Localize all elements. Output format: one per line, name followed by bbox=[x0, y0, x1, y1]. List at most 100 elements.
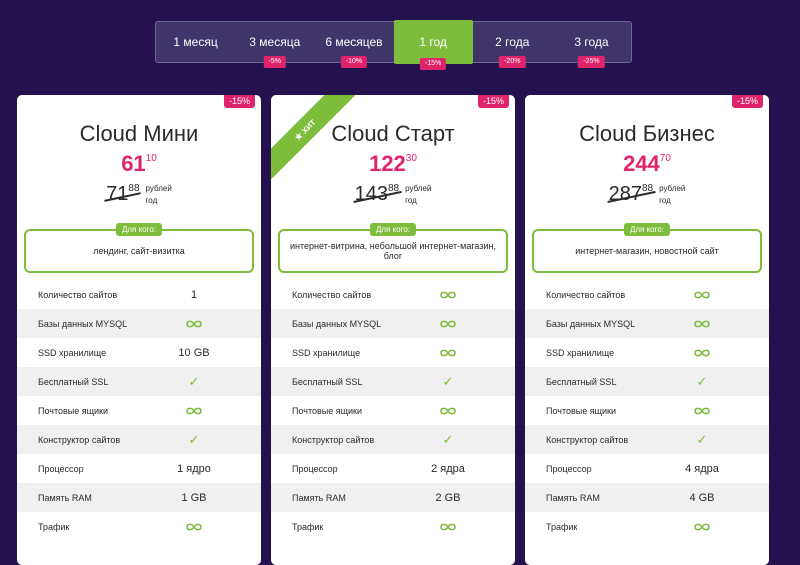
feature-row: Трафик bbox=[525, 512, 769, 541]
infinity-icon bbox=[439, 289, 457, 301]
target-audience-box: Для кого: интернет-магазин, новостной са… bbox=[532, 223, 762, 273]
unit-line-2: год bbox=[145, 196, 158, 205]
discount-badge: -15% bbox=[731, 95, 763, 108]
feature-value-cell bbox=[655, 347, 769, 359]
feature-name: Конструктор сайтов bbox=[38, 434, 121, 445]
feature-row: Почтовые ящики bbox=[271, 396, 515, 425]
feature-value-cell bbox=[147, 318, 261, 330]
feature-list: Количество сайтов Базы данных MYSQL SSD … bbox=[525, 280, 769, 541]
feature-value-cell: 4 ядра bbox=[655, 463, 769, 475]
price-fraction: 70 bbox=[659, 153, 671, 164]
infinity-icon bbox=[693, 318, 711, 330]
unit-line-1: рублей bbox=[145, 184, 172, 193]
feature-value-cell bbox=[147, 521, 261, 533]
feature-name: Трафик bbox=[292, 521, 324, 532]
feature-value-cell bbox=[401, 405, 515, 417]
period-6-months[interactable]: 6 месяцев -10% bbox=[314, 22, 393, 68]
check-icon: ✓ bbox=[696, 431, 708, 447]
target-audience-text: интернет-магазин, новостной сайт bbox=[575, 246, 719, 256]
feature-value-cell: ✓ bbox=[147, 432, 261, 448]
period-2-years[interactable]: 2 года -20% bbox=[473, 22, 552, 68]
price-integer: 122 bbox=[369, 151, 406, 176]
period-1-year[interactable]: 1 год -15% bbox=[393, 20, 473, 70]
unit-line-2: год bbox=[659, 196, 671, 205]
feature-name: Бесплатный SSL bbox=[546, 376, 617, 387]
target-audience-box: Для кого: лендинг, сайт-визитка bbox=[24, 223, 254, 273]
price-unit: рублей год bbox=[659, 183, 685, 207]
feature-row: Память RAM 4 GB bbox=[525, 483, 769, 512]
old-price-fraction: 88 bbox=[641, 183, 654, 194]
feature-name: Почтовые ящики bbox=[292, 405, 363, 416]
old-price: 28788 bbox=[609, 183, 654, 206]
period-1-month[interactable]: 1 месяц bbox=[156, 22, 235, 62]
target-audience-text: лендинг, сайт-визитка bbox=[93, 246, 185, 256]
old-price-block: 28788 рублей год bbox=[525, 183, 769, 207]
feature-name: Количество сайтов bbox=[546, 289, 626, 300]
feature-value-cell: 4 GB bbox=[655, 492, 769, 504]
feature-value-cell bbox=[401, 347, 515, 359]
period-label: 1 год bbox=[419, 35, 447, 49]
feature-value-cell: ✓ bbox=[401, 432, 515, 448]
feature-row: Почтовые ящики bbox=[17, 396, 261, 425]
feature-name: Базы данных MYSQL bbox=[292, 318, 382, 329]
discount-badge: -15% bbox=[419, 58, 447, 70]
price-fraction: 10 bbox=[145, 153, 157, 164]
unit-line-1: рублей bbox=[659, 184, 686, 193]
price-integer: 61 bbox=[121, 151, 146, 176]
check-icon: ✓ bbox=[442, 431, 454, 447]
period-label: 1 месяц bbox=[173, 35, 218, 49]
target-audience-label: Для кого: bbox=[369, 223, 417, 236]
infinity-icon bbox=[185, 405, 203, 417]
feature-value-cell: 10 GB bbox=[147, 347, 261, 359]
unit-line-1: рублей bbox=[405, 184, 432, 193]
feature-name: SSD хранилище bbox=[546, 347, 615, 358]
feature-row: Бесплатный SSL ✓ bbox=[271, 367, 515, 396]
feature-row: Конструктор сайтов ✓ bbox=[525, 425, 769, 454]
feature-value-cell: ✓ bbox=[655, 374, 769, 390]
feature-row: SSD хранилище bbox=[271, 338, 515, 367]
feature-row: Трафик bbox=[17, 512, 261, 541]
feature-row: Бесплатный SSL ✓ bbox=[525, 367, 769, 396]
feature-list: Количество сайтов Базы данных MYSQL SSD … bbox=[271, 280, 515, 541]
check-icon: ✓ bbox=[442, 373, 454, 389]
feature-value-cell: ✓ bbox=[401, 374, 515, 390]
feature-name: Конструктор сайтов bbox=[546, 434, 629, 445]
plan-price: 12230 bbox=[271, 151, 515, 177]
period-3-years[interactable]: 3 года -25% bbox=[552, 22, 631, 68]
feature-name: Базы данных MYSQL bbox=[38, 318, 128, 329]
feature-name: Количество сайтов bbox=[292, 289, 372, 300]
feature-value: 1 ядро bbox=[177, 462, 211, 475]
feature-name: Процессор bbox=[546, 463, 592, 474]
feature-value-cell bbox=[655, 521, 769, 533]
feature-row: Память RAM 1 GB bbox=[17, 483, 261, 512]
feature-row: Базы данных MYSQL bbox=[525, 309, 769, 338]
infinity-icon bbox=[439, 347, 457, 359]
feature-name: Память RAM bbox=[546, 492, 600, 503]
feature-name: Базы данных MYSQL bbox=[546, 318, 636, 329]
feature-name: Конструктор сайтов bbox=[292, 434, 375, 445]
old-price-block: 14388 рублей год bbox=[271, 183, 515, 207]
target-audience-label: Для кого: bbox=[115, 223, 163, 236]
feature-name: Процессор bbox=[38, 463, 84, 474]
period-label: 3 года bbox=[574, 35, 609, 49]
feature-value: 2 GB bbox=[435, 491, 461, 504]
feature-value-cell: ✓ bbox=[147, 374, 261, 390]
old-price-integer: 71 bbox=[106, 183, 129, 205]
target-audience-text: интернет-витрина, небольшой интернет-маг… bbox=[290, 241, 496, 261]
price-fraction: 30 bbox=[405, 153, 417, 164]
old-price-fraction: 88 bbox=[387, 183, 400, 194]
period-3-months[interactable]: 3 месяца -5% bbox=[235, 22, 314, 68]
period-label: 3 месяца bbox=[249, 35, 301, 49]
plan-card: -15% ★ ХИТ Cloud Старт 12230 14388 рублей год… bbox=[271, 95, 515, 565]
feature-name: Память RAM bbox=[292, 492, 346, 503]
infinity-icon bbox=[693, 521, 711, 533]
period-label: 6 месяцев bbox=[325, 35, 383, 49]
feature-name: Трафик bbox=[546, 521, 578, 532]
feature-name: Почтовые ящики bbox=[546, 405, 617, 416]
feature-name: Процессор bbox=[292, 463, 338, 474]
feature-value-cell bbox=[401, 318, 515, 330]
feature-value-cell bbox=[655, 289, 769, 301]
check-icon: ✓ bbox=[696, 373, 708, 389]
discount-badge: -15% bbox=[223, 95, 255, 108]
plan-title: Cloud Старт bbox=[331, 121, 455, 146]
